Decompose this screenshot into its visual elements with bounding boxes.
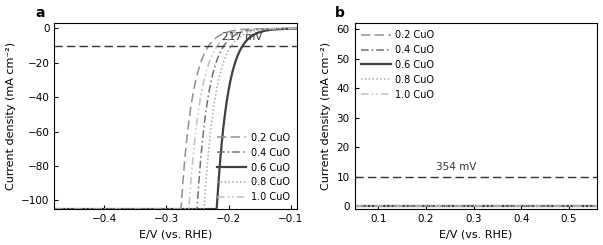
0.4 CuO — [492, 205, 499, 208]
0.6 CuO — [260, 30, 267, 33]
Line: 1.0 CuO: 1.0 CuO — [54, 28, 297, 209]
0.2 CuO — [594, 205, 601, 208]
0.8 CuO — [594, 205, 601, 208]
Legend: 0.2 CuO, 0.4 CuO, 0.6 CuO, 0.8 CuO, 1.0 CuO: 0.2 CuO, 0.4 CuO, 0.6 CuO, 0.8 CuO, 1.0 … — [358, 26, 438, 103]
0.8 CuO — [535, 205, 543, 208]
0.2 CuO — [492, 205, 499, 208]
Y-axis label: Current density (mA cm⁻²): Current density (mA cm⁻²) — [5, 42, 16, 190]
0.2 CuO — [66, 208, 73, 210]
0.8 CuO — [366, 205, 373, 208]
0.4 CuO — [351, 205, 358, 208]
1.0 CuO — [198, 89, 206, 92]
X-axis label: E/V (vs. RHE): E/V (vs. RHE) — [139, 230, 212, 239]
0.2 CuO — [206, 44, 213, 47]
0.8 CuO — [198, 208, 206, 210]
1.0 CuO — [51, 208, 58, 210]
0.6 CuO — [351, 205, 358, 208]
1.0 CuO — [192, 133, 199, 135]
Line: 0.2 CuO: 0.2 CuO — [54, 28, 297, 209]
0.2 CuO — [535, 205, 543, 208]
0.2 CuO — [294, 27, 301, 30]
0.4 CuO — [51, 208, 58, 210]
0.6 CuO — [206, 208, 213, 210]
0.6 CuO — [235, 52, 242, 55]
0.4 CuO — [560, 205, 567, 208]
0.8 CuO — [192, 208, 199, 210]
1.0 CuO — [235, 30, 242, 33]
0.6 CuO — [499, 205, 506, 208]
1.0 CuO — [66, 208, 73, 210]
0.2 CuO — [366, 205, 373, 208]
0.4 CuO — [499, 205, 506, 208]
0.6 CuO — [51, 208, 58, 210]
0.2 CuO — [51, 208, 58, 210]
Text: 354 mV: 354 mV — [435, 162, 476, 172]
0.8 CuO — [260, 28, 267, 31]
0.2 CuO — [198, 58, 206, 61]
0.4 CuO — [260, 27, 267, 30]
0.8 CuO — [492, 205, 499, 208]
0.2 CuO — [506, 205, 513, 208]
0.4 CuO — [535, 205, 543, 208]
X-axis label: E/V (vs. RHE): E/V (vs. RHE) — [440, 230, 513, 239]
0.4 CuO — [198, 147, 206, 149]
0.6 CuO — [594, 205, 601, 208]
0.4 CuO — [506, 205, 513, 208]
0.6 CuO — [294, 27, 301, 30]
1.0 CuO — [492, 205, 499, 208]
0.2 CuO — [499, 205, 506, 208]
0.8 CuO — [560, 205, 567, 208]
0.2 CuO — [560, 205, 567, 208]
0.6 CuO — [66, 208, 73, 210]
0.8 CuO — [235, 36, 242, 39]
1.0 CuO — [506, 205, 513, 208]
0.2 CuO — [235, 28, 242, 31]
Text: 217 mV: 217 mV — [223, 32, 263, 42]
1.0 CuO — [294, 27, 301, 30]
1.0 CuO — [535, 205, 543, 208]
0.4 CuO — [206, 90, 213, 93]
0.6 CuO — [535, 205, 543, 208]
0.8 CuO — [206, 145, 213, 147]
0.6 CuO — [506, 205, 513, 208]
Text: a: a — [35, 6, 45, 20]
0.4 CuO — [366, 205, 373, 208]
1.0 CuO — [351, 205, 358, 208]
0.6 CuO — [492, 205, 499, 208]
Y-axis label: Current density (mA cm⁻²): Current density (mA cm⁻²) — [321, 42, 331, 190]
0.4 CuO — [594, 205, 601, 208]
0.6 CuO — [198, 208, 206, 210]
1.0 CuO — [594, 205, 601, 208]
Text: b: b — [335, 6, 345, 20]
1.0 CuO — [206, 61, 213, 64]
0.6 CuO — [366, 205, 373, 208]
0.2 CuO — [192, 81, 199, 84]
0.8 CuO — [351, 205, 358, 208]
1.0 CuO — [499, 205, 506, 208]
0.2 CuO — [351, 205, 358, 208]
0.8 CuO — [294, 27, 301, 30]
0.8 CuO — [506, 205, 513, 208]
0.4 CuO — [235, 32, 242, 35]
0.8 CuO — [66, 208, 73, 210]
0.4 CuO — [192, 208, 199, 210]
0.2 CuO — [260, 27, 267, 30]
1.0 CuO — [366, 205, 373, 208]
1.0 CuO — [560, 205, 567, 208]
Line: 0.6 CuO: 0.6 CuO — [54, 29, 297, 209]
0.8 CuO — [499, 205, 506, 208]
1.0 CuO — [260, 27, 267, 30]
0.4 CuO — [294, 27, 301, 30]
Line: 0.4 CuO: 0.4 CuO — [54, 28, 297, 209]
0.4 CuO — [66, 208, 73, 210]
0.8 CuO — [51, 208, 58, 210]
Legend: 0.2 CuO, 0.4 CuO, 0.6 CuO, 0.8 CuO, 1.0 CuO: 0.2 CuO, 0.4 CuO, 0.6 CuO, 0.8 CuO, 1.0 … — [213, 129, 294, 206]
0.6 CuO — [192, 208, 199, 210]
Line: 0.8 CuO: 0.8 CuO — [54, 29, 297, 209]
0.6 CuO — [560, 205, 567, 208]
